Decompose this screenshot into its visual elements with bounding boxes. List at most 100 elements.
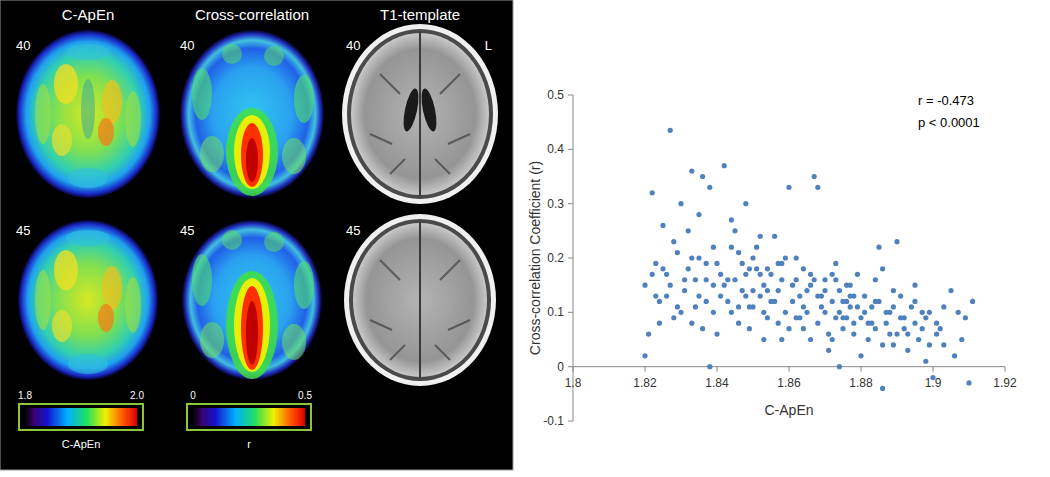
slice-label: 40 bbox=[346, 38, 360, 53]
slice-label: 40 bbox=[180, 38, 194, 53]
point bbox=[858, 315, 863, 320]
point bbox=[689, 255, 694, 260]
point bbox=[794, 255, 799, 260]
sulcus bbox=[440, 260, 460, 280]
point bbox=[718, 272, 723, 277]
point bbox=[862, 293, 867, 298]
point bbox=[959, 337, 964, 342]
sulcus bbox=[435, 159, 450, 174]
point bbox=[768, 272, 773, 277]
ventricle bbox=[401, 87, 422, 133]
point bbox=[956, 310, 961, 315]
point bbox=[772, 234, 777, 239]
x-tick-label: 1.8 bbox=[565, 376, 582, 390]
point bbox=[920, 310, 925, 315]
point bbox=[711, 283, 716, 288]
point bbox=[948, 288, 953, 293]
colorbar-frame bbox=[19, 404, 143, 430]
point bbox=[714, 331, 719, 336]
sulcus bbox=[448, 320, 470, 330]
point bbox=[790, 283, 795, 288]
point bbox=[912, 299, 917, 304]
point bbox=[779, 261, 784, 266]
point bbox=[657, 321, 662, 326]
point bbox=[693, 277, 698, 282]
point bbox=[700, 326, 705, 331]
point bbox=[797, 293, 802, 298]
brain-slice bbox=[182, 220, 322, 380]
skull bbox=[342, 24, 498, 204]
point bbox=[642, 353, 647, 358]
brain-texture bbox=[192, 254, 212, 306]
sulcus bbox=[390, 345, 405, 360]
x-tick-label: 1.92 bbox=[993, 376, 1017, 390]
point bbox=[927, 342, 932, 347]
point bbox=[851, 331, 856, 336]
point bbox=[891, 342, 896, 347]
point bbox=[736, 304, 741, 309]
point bbox=[891, 288, 896, 293]
colorbar-tick-label: 1.8 bbox=[18, 390, 32, 401]
point bbox=[866, 337, 871, 342]
y-tick-label: 0.4 bbox=[547, 142, 564, 156]
point bbox=[678, 310, 683, 315]
brain-texture bbox=[264, 232, 284, 252]
point bbox=[840, 326, 845, 331]
point bbox=[794, 277, 799, 282]
point bbox=[804, 288, 809, 293]
point bbox=[858, 353, 863, 358]
x-tick-label: 1.82 bbox=[633, 376, 657, 390]
point bbox=[758, 272, 763, 277]
point bbox=[743, 293, 748, 298]
point bbox=[711, 245, 716, 250]
colorbar-tick-label: 0 bbox=[190, 390, 196, 401]
point bbox=[934, 321, 939, 326]
brain-texture bbox=[35, 270, 51, 330]
point bbox=[837, 310, 842, 315]
y-tick-label: 0 bbox=[557, 360, 564, 374]
point bbox=[761, 310, 766, 315]
brain-texture bbox=[98, 304, 114, 332]
x-tick bbox=[645, 367, 646, 372]
brain-texture bbox=[264, 46, 284, 66]
skull bbox=[344, 214, 496, 386]
point bbox=[668, 128, 673, 133]
point bbox=[884, 321, 889, 326]
point bbox=[732, 228, 737, 233]
brain-texture bbox=[102, 80, 122, 124]
point bbox=[920, 326, 925, 331]
annotation: p < 0.0001 bbox=[918, 115, 980, 130]
y-tick-label: 0.5 bbox=[547, 88, 564, 102]
point bbox=[808, 283, 813, 288]
point bbox=[689, 321, 694, 326]
point bbox=[642, 283, 647, 288]
x-tick bbox=[933, 367, 934, 372]
brain-tissue bbox=[353, 223, 487, 377]
point bbox=[790, 299, 795, 304]
point bbox=[678, 201, 683, 206]
point bbox=[689, 168, 694, 173]
point bbox=[776, 321, 781, 326]
x-tick bbox=[861, 367, 862, 372]
point bbox=[718, 293, 723, 298]
point bbox=[804, 310, 809, 315]
panel-background bbox=[0, 0, 513, 470]
point bbox=[743, 272, 748, 277]
point bbox=[696, 212, 701, 217]
point bbox=[722, 283, 727, 288]
y-tick-label: 0.3 bbox=[547, 197, 564, 211]
point bbox=[855, 272, 860, 277]
colorbar-tick-label: 0.5 bbox=[298, 390, 312, 401]
midline bbox=[419, 222, 421, 378]
point bbox=[707, 364, 712, 369]
column-title: T1-template bbox=[380, 6, 460, 23]
brain-texture bbox=[125, 91, 141, 147]
point bbox=[682, 288, 687, 293]
figure: C-ApEnCross-correlationT1-template404040… bbox=[0, 0, 1050, 477]
point bbox=[729, 310, 734, 315]
brain-texture bbox=[52, 310, 72, 342]
point bbox=[725, 299, 730, 304]
point bbox=[729, 217, 734, 222]
brain-tissue bbox=[351, 33, 489, 195]
point bbox=[786, 185, 791, 190]
